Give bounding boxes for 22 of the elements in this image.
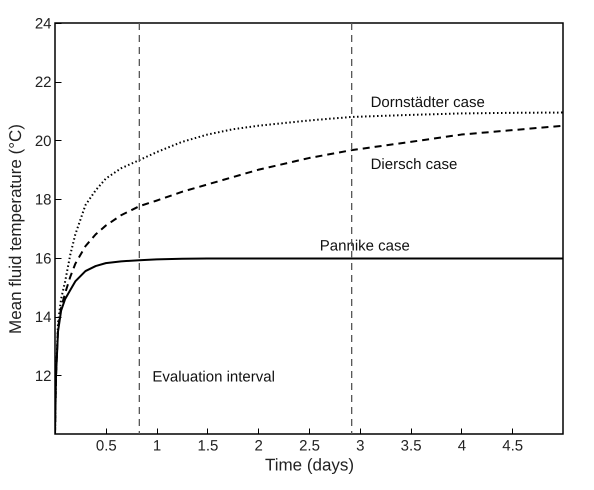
y-tick-label: 20 [34,132,52,150]
y-tick-label: 12 [34,368,52,385]
x-tick-label: 4 [458,438,466,454]
y-tick-label: 18 [34,192,52,209]
y-tick-label: 24 [34,16,52,32]
x-tick-label: 3 [356,438,364,454]
y-axis-title: Mean fluid temperature (°C) [6,124,25,334]
x-tick-label: 2.5 [299,438,320,454]
y-tick-label: 16 [34,250,52,268]
y-tick-label: 22 [34,74,52,92]
x-tick-label: 0.5 [96,438,117,454]
x-tick-label: 3.5 [400,438,422,454]
x-tick-label: 1 [152,438,162,454]
x-tick-label: 1.5 [197,438,218,454]
series-label: Pannike case [320,237,410,254]
x-tick-label: 2 [254,438,263,454]
x-tick-label: 4.5 [502,438,524,454]
y-tick-label: 14 [34,309,52,326]
series-label: Diersch case [370,156,458,173]
series-label: Dornstädter case [370,94,485,111]
x-axis-title: Time (days) [264,456,354,474]
annotation: Evaluation interval [152,368,275,386]
